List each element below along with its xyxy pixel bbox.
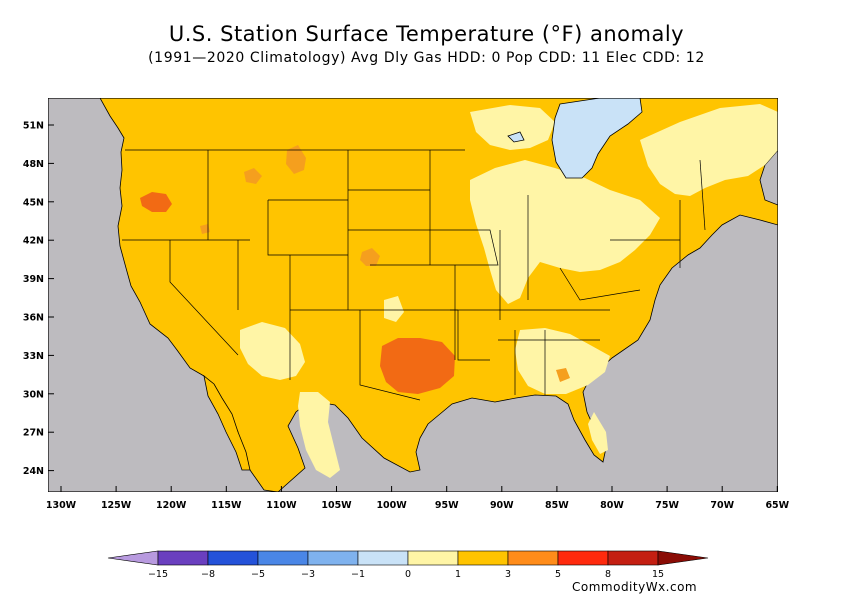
lon-label: 90W	[490, 500, 514, 511]
credit-text: CommodityWx.com	[572, 580, 698, 594]
colorbar-label: −5	[251, 569, 265, 580]
baja-california	[203, 375, 251, 471]
colorbar-segment	[407, 550, 459, 566]
latitude-axis: 51N 48N 45N 42N 39N 36N 33N 30N 27N 24N	[23, 121, 54, 477]
lat-label: 27N	[23, 428, 44, 439]
lon-label: 65W	[765, 500, 789, 511]
great-lakes	[507, 98, 643, 179]
colorbar-segment	[307, 550, 359, 566]
colorbar-label: −1	[351, 569, 365, 580]
colorbar-label: −15	[148, 569, 168, 580]
colorbar-segment	[357, 550, 409, 566]
longitude-axis: 130W 125W 120W 115W 110W 105W 100W 95W 90W 85W 80W…	[46, 486, 790, 511]
colorbar: −15 −8 −5 −3 −1 0 1 3 5 8 15	[107, 550, 709, 580]
anomaly-hot-patches	[140, 192, 455, 394]
colorbar-label: 3	[505, 569, 511, 580]
map-plot-area	[48, 98, 778, 492]
lon-label: 85W	[545, 500, 569, 511]
lat-label: 42N	[23, 236, 44, 247]
lon-label: 120W	[156, 500, 187, 511]
colorbar-segment	[157, 550, 209, 566]
colorbar-segment	[507, 550, 559, 566]
lat-label: 24N	[23, 466, 44, 477]
anomaly-0-1-regions	[240, 104, 778, 478]
lon-label: 115W	[211, 500, 242, 511]
colorbar-right-arrow	[657, 550, 709, 566]
colorbar-segment	[207, 550, 259, 566]
colorbar-segment	[607, 550, 659, 566]
map-title: U.S. Station Surface Temperature (°F) an…	[168, 22, 685, 46]
colorbar-label: 15	[652, 569, 664, 580]
lon-label: 75W	[655, 500, 679, 511]
lat-label: 39N	[23, 274, 44, 285]
anomaly-3-5-patches	[200, 145, 570, 382]
lat-label: 51N	[23, 121, 44, 132]
colorbar-label: 0	[405, 569, 411, 580]
lat-label: 36N	[23, 313, 44, 324]
lon-label: 70W	[710, 500, 734, 511]
state-boundaries	[122, 149, 706, 401]
lat-label: 45N	[23, 197, 44, 208]
lon-label: 100W	[376, 500, 407, 511]
colorbar-left-arrow	[107, 550, 159, 566]
lat-label: 30N	[23, 389, 44, 400]
colorbar-segment	[257, 550, 309, 566]
lat-label: 33N	[23, 351, 44, 362]
colorbar-label: −8	[201, 569, 215, 580]
colorbar-segment	[557, 550, 609, 566]
lon-label: 105W	[321, 500, 352, 511]
colorbar-label: 5	[555, 569, 561, 580]
map-subtitle: (1991—2020 Climatology) Avg Dly Gas HDD:…	[148, 50, 705, 66]
colorbar-label: 1	[455, 569, 461, 580]
lat-label: 48N	[23, 159, 44, 170]
lon-label: 110W	[266, 500, 297, 511]
colorbar-segment	[457, 550, 509, 566]
lon-label: 95W	[435, 500, 459, 511]
lon-label: 130W	[46, 500, 77, 511]
colorbar-label: 8	[605, 569, 611, 580]
lon-label: 80W	[600, 500, 624, 511]
colorbar-label: −3	[301, 569, 315, 580]
lon-label: 125W	[101, 500, 132, 511]
